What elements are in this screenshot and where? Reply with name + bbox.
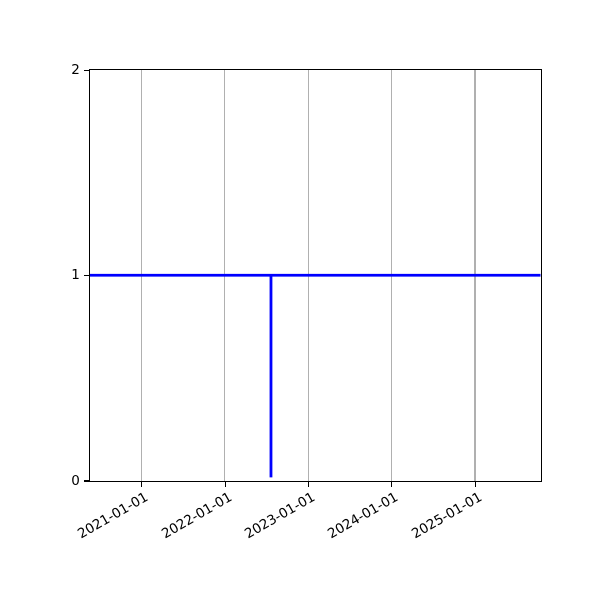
y-tick-mark [83,480,89,482]
plot-area [88,69,542,483]
x-tick-label: 2022-01-01 [158,489,235,543]
y-tick-label: 2 [71,62,80,78]
x-tick-mark [474,482,476,488]
y-tick-mark [83,275,89,277]
x-tick-mark [141,482,143,488]
x-tick-mark [391,482,393,488]
x-tick-label: 2023-01-01 [241,489,318,543]
y-tick-label: 0 [71,472,80,489]
x-tick-label: 2021-01-01 [75,489,152,543]
x-tick-mark [224,482,226,488]
x-tick-label: 2025-01-01 [408,489,485,543]
data-series-line [89,274,541,478]
data-series-svg [89,274,541,478]
x-tick-mark [307,482,309,488]
y-tick-label: 1 [71,267,80,284]
y-tick-mark [83,69,89,72]
x-tick-label: 2024-01-01 [325,489,402,543]
